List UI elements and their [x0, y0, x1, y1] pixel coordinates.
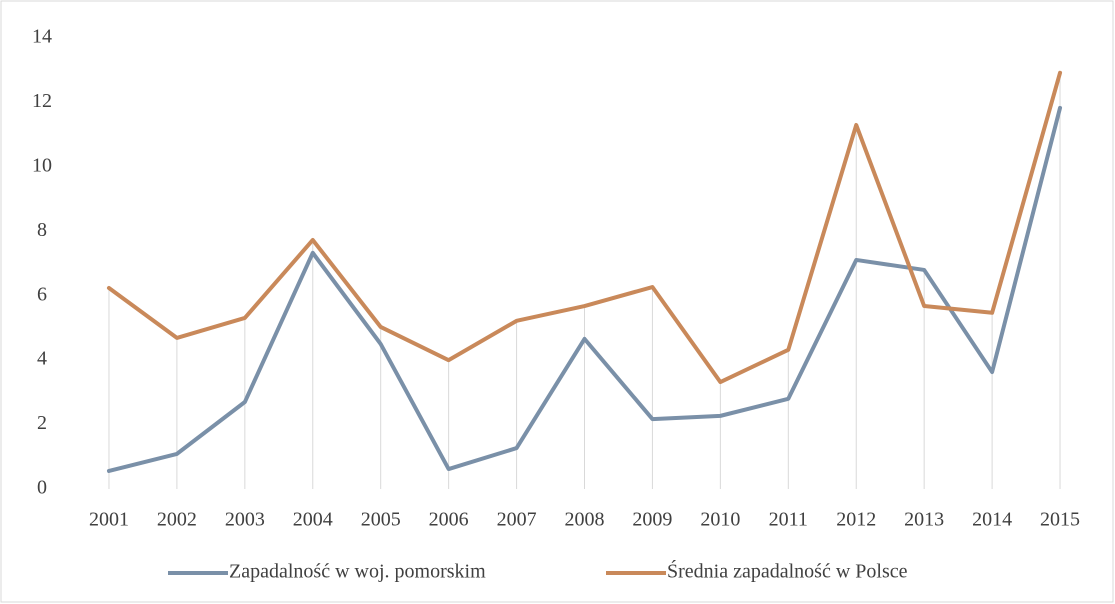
- y-tick-label: 6: [37, 283, 47, 305]
- x-tick-label: 2010: [700, 509, 740, 531]
- x-tick-label: 2014: [972, 509, 1012, 531]
- y-tick-label: 10: [32, 154, 52, 176]
- y-tick-label: 14: [32, 26, 52, 48]
- x-tick-label: 2009: [632, 509, 672, 531]
- x-tick-label: 2013: [904, 509, 944, 531]
- series-line: [106, 70, 1063, 385]
- y-tick-label: 12: [32, 90, 52, 112]
- x-tick-label: 2015: [1040, 509, 1080, 531]
- x-tick-label: 2005: [361, 509, 401, 531]
- series-line: [106, 105, 1063, 473]
- x-tick-label: 2012: [836, 509, 876, 531]
- y-tick-label: 4: [37, 348, 47, 370]
- legend-label: Zapadalność w woj. pomorskim: [229, 561, 486, 583]
- x-tick-label: 2001: [89, 509, 129, 531]
- x-tick-label: 2011: [769, 509, 808, 531]
- x-tick-label: 2003: [225, 509, 265, 531]
- y-tick-label: 8: [37, 219, 47, 241]
- y-tick-label: 2: [37, 412, 47, 434]
- x-tick-label: 2007: [497, 509, 537, 531]
- y-tick-label: 0: [37, 477, 47, 499]
- x-tick-label: 2006: [429, 509, 469, 531]
- x-tick-label: 2008: [565, 509, 605, 531]
- x-tick-label: 2002: [157, 509, 197, 531]
- legend-label: Średnia zapadalność w Polsce: [667, 559, 908, 583]
- x-tick-label: 2004: [293, 509, 333, 531]
